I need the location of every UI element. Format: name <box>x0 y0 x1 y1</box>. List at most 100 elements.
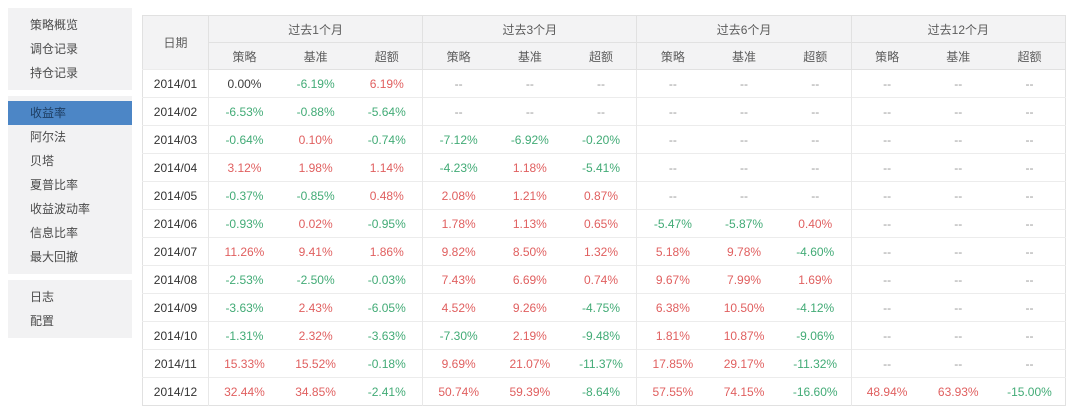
value-cell: -0.20% <box>565 125 637 154</box>
table-header: 日期 过去1个月 过去3个月 过去6个月 过去12个月 策略 基准 超额 策略 基准 超额 策略 基准超… <box>142 15 1066 70</box>
value-cell: -- <box>993 125 1066 154</box>
value-cell: -- <box>993 237 1066 266</box>
value-cell: 1.13% <box>494 209 566 238</box>
value-cell: 10.50% <box>708 293 780 322</box>
value-cell: 15.33% <box>207 349 280 378</box>
value-cell: -0.93% <box>207 209 280 238</box>
value-cell: -- <box>993 349 1066 378</box>
value-cell: -11.32% <box>779 349 852 378</box>
value-cell: -- <box>779 153 852 182</box>
value-cell: -0.85% <box>279 181 352 210</box>
value-cell: -- <box>850 265 923 294</box>
value-cell: 8.50% <box>494 237 566 266</box>
value-cell: 21.07% <box>494 349 566 378</box>
sidebar-item-logs[interactable]: 日志 <box>30 290 55 304</box>
value-cell: -2.53% <box>207 265 280 294</box>
sidebar-item-settings[interactable]: 配置 <box>30 314 55 328</box>
column-subheader: 超额 <box>993 42 1066 70</box>
value-cell: 2.19% <box>494 321 566 350</box>
value-cell: 2.43% <box>279 293 352 322</box>
value-cell: 1.86% <box>351 237 423 266</box>
date-cell: 2014/11 <box>142 349 209 378</box>
date-cell: 2014/07 <box>142 237 209 266</box>
table-row: 2014/09 -3.63% 2.43% -6.05% 4.52% 9.26% -4.75%… <box>142 293 1066 322</box>
value-cell: -7.30% <box>422 321 495 350</box>
value-cell: -- <box>922 181 994 210</box>
sidebar-item-sharpe-ratio[interactable]: 夏普比率 <box>30 178 79 192</box>
value-cell: -5.87% <box>708 209 780 238</box>
value-cell: -- <box>922 293 994 322</box>
value-cell: -- <box>636 97 709 126</box>
value-cell: -3.63% <box>207 293 280 322</box>
sidebar-group: 日志 配置 <box>8 280 132 338</box>
returns-table: 日期 过去1个月 过去3个月 过去6个月 过去12个月 策略 基准 超额 策略 基准 超额 策略 基准超… <box>142 15 1066 406</box>
value-cell: -- <box>565 97 637 126</box>
value-cell: -- <box>708 69 780 98</box>
value-cell: 50.74% <box>422 377 495 406</box>
value-cell: -- <box>850 321 923 350</box>
date-cell: 2014/09 <box>142 293 209 322</box>
value-cell: -- <box>494 69 566 98</box>
sidebar-item-beta[interactable]: 贝塔 <box>30 154 55 168</box>
sidebar-item-position-records[interactable]: 持仓记录 <box>30 66 79 80</box>
value-cell: 2.32% <box>279 321 352 350</box>
table-body: 2014/01 0.00% -6.19% 6.19% -- -- -- -- -- -- -- -- -… <box>142 69 1066 406</box>
value-cell: 7.43% <box>422 265 495 294</box>
table-row: 2014/11 15.33% 15.52% -0.18% 9.69% 21.07% -11.… <box>142 349 1066 378</box>
value-cell: 9.26% <box>494 293 566 322</box>
value-cell: -- <box>993 321 1066 350</box>
value-cell: -4.12% <box>779 293 852 322</box>
column-subheader: 基准 <box>922 42 994 70</box>
value-cell: -0.88% <box>279 97 352 126</box>
value-cell: -4.75% <box>565 293 637 322</box>
value-cell: -5.64% <box>351 97 423 126</box>
value-cell: 10.87% <box>708 321 780 350</box>
value-cell: -- <box>922 209 994 238</box>
value-cell: -- <box>494 97 566 126</box>
sidebar: 策略概览调仓记录持仓记录收益率阿尔法贝塔夏普比率收益波动率信息比率最大回撤日志配… <box>8 8 132 344</box>
value-cell: 6.38% <box>636 293 709 322</box>
value-cell: 9.69% <box>422 349 495 378</box>
value-cell: 63.93% <box>922 377 994 406</box>
sidebar-item-returns[interactable]: 收益率 <box>8 101 132 125</box>
value-cell: -- <box>708 181 780 210</box>
value-cell: -9.06% <box>779 321 852 350</box>
value-cell: -- <box>850 293 923 322</box>
value-cell: -- <box>565 69 637 98</box>
sidebar-item-rebalance-records[interactable]: 调仓记录 <box>30 42 79 56</box>
column-subheader: 超额 <box>351 42 423 70</box>
value-cell: -15.00% <box>993 377 1066 406</box>
sidebar-item-alpha[interactable]: 阿尔法 <box>30 130 67 144</box>
value-cell: -- <box>993 181 1066 210</box>
value-cell: -- <box>779 69 852 98</box>
date-cell: 2014/06 <box>142 209 209 238</box>
column-subheader: 基准 <box>279 42 352 70</box>
column-group-header: 过去12个月 <box>850 15 1066 43</box>
value-cell: -- <box>850 237 923 266</box>
value-cell: 11.26% <box>207 237 280 266</box>
value-cell: 5.18% <box>636 237 709 266</box>
value-cell: 0.10% <box>279 125 352 154</box>
value-cell: 9.67% <box>636 265 709 294</box>
value-cell: 15.52% <box>279 349 352 378</box>
value-cell: 0.74% <box>565 265 637 294</box>
sidebar-item-information-ratio[interactable]: 信息比率 <box>30 226 79 240</box>
value-cell: -- <box>922 153 994 182</box>
value-cell: 2.08% <box>422 181 495 210</box>
value-cell: -- <box>636 125 709 154</box>
table-row: 2014/05 -0.37% -0.85% 0.48% 2.08% 1.21% 0.87% -… <box>142 181 1066 210</box>
value-cell: -4.60% <box>779 237 852 266</box>
value-cell: 34.85% <box>279 377 352 406</box>
sidebar-item-return-volatility[interactable]: 收益波动率 <box>30 202 91 216</box>
value-cell: -- <box>636 153 709 182</box>
value-cell: -0.03% <box>351 265 423 294</box>
table-row: 2014/10 -1.31% 2.32% -3.63% -7.30% 2.19% -9.48… <box>142 321 1066 350</box>
sidebar-item-max-drawdown[interactable]: 最大回撤 <box>30 250 79 264</box>
value-cell: 6.19% <box>351 69 423 98</box>
sidebar-item-strategy-overview[interactable]: 策略概览 <box>30 18 79 32</box>
value-cell: 0.48% <box>351 181 423 210</box>
value-cell: -0.64% <box>207 125 280 154</box>
table-row: 2014/02 -6.53% -0.88% -5.64% -- -- -- -- -- -- -- -… <box>142 97 1066 126</box>
column-group-header: 过去6个月 <box>636 15 852 43</box>
date-cell: 2014/05 <box>142 181 209 210</box>
